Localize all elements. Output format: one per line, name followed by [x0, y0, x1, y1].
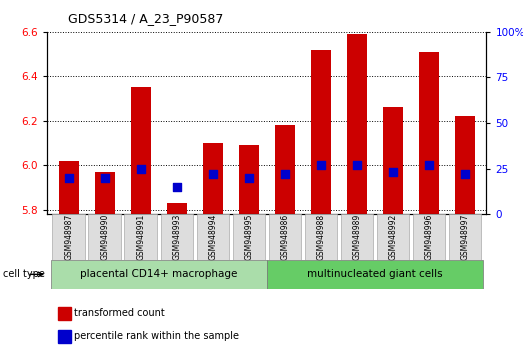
Point [209, 171, 217, 177]
Text: placental CD14+ macrophage: placental CD14+ macrophage [80, 269, 237, 279]
Point [316, 162, 325, 168]
Text: GSM948996: GSM948996 [424, 214, 433, 261]
Bar [59, 161, 78, 214]
Bar [233, 214, 265, 260]
Text: GSM948997: GSM948997 [460, 214, 469, 261]
Text: multinucleated giant cells: multinucleated giant cells [307, 269, 442, 279]
Text: GSM948993: GSM948993 [172, 214, 181, 261]
Bar [203, 143, 223, 214]
Text: GSM948986: GSM948986 [280, 214, 289, 260]
Bar [304, 214, 337, 260]
Bar [167, 203, 187, 214]
Bar [275, 125, 294, 214]
Bar [383, 108, 403, 214]
Text: GSM948987: GSM948987 [64, 214, 73, 260]
Point [100, 175, 109, 181]
Point [173, 184, 181, 190]
Point [389, 170, 397, 175]
Bar [268, 214, 301, 260]
Bar [197, 214, 229, 260]
Bar [88, 214, 121, 260]
Bar [267, 260, 483, 289]
Bar [449, 214, 481, 260]
Text: GDS5314 / A_23_P90587: GDS5314 / A_23_P90587 [68, 12, 223, 25]
Text: GSM948994: GSM948994 [208, 214, 217, 261]
Bar [311, 50, 331, 214]
Bar [95, 172, 115, 214]
Text: cell type: cell type [3, 269, 44, 279]
Text: GSM948989: GSM948989 [353, 214, 361, 260]
Bar [419, 52, 439, 214]
Text: GSM948995: GSM948995 [244, 214, 253, 261]
Text: transformed count: transformed count [74, 308, 165, 318]
Bar [131, 87, 151, 214]
Point [353, 162, 361, 168]
Bar [52, 214, 85, 260]
Point [245, 175, 253, 181]
Bar [239, 145, 259, 214]
Bar [161, 214, 193, 260]
Point [137, 166, 145, 171]
Bar [413, 214, 445, 260]
Bar [51, 260, 267, 289]
Point [461, 171, 469, 177]
Text: GSM948990: GSM948990 [100, 214, 109, 261]
Text: percentile rank within the sample: percentile rank within the sample [74, 331, 239, 341]
Bar [340, 214, 373, 260]
Bar [347, 34, 367, 214]
Bar [124, 214, 157, 260]
Bar [377, 214, 409, 260]
Text: GSM948988: GSM948988 [316, 214, 325, 260]
Point [64, 175, 73, 181]
Text: GSM948992: GSM948992 [388, 214, 397, 260]
Point [280, 171, 289, 177]
Point [425, 162, 433, 168]
Bar [455, 116, 475, 214]
Text: GSM948991: GSM948991 [136, 214, 145, 260]
